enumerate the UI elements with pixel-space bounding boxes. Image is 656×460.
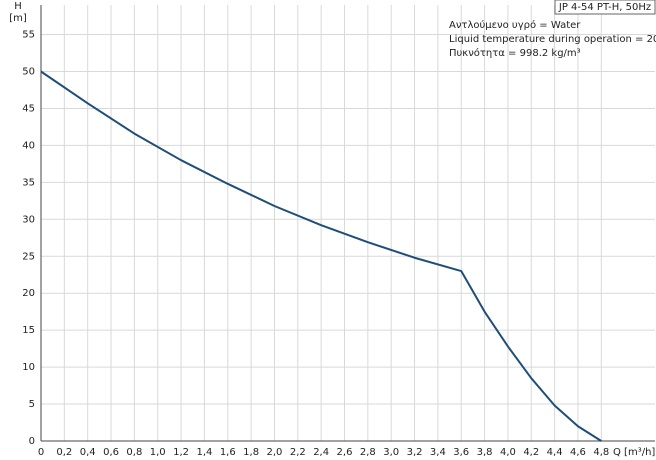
- x-tick-label: 4,0: [500, 447, 516, 458]
- x-tick-label: 2,8: [360, 447, 376, 458]
- annotation: Πυκνότητα = 998.2 kg/m³: [449, 47, 581, 59]
- x-tick-label: 0,6: [103, 447, 119, 458]
- x-tick-label: 4,6: [570, 447, 586, 458]
- y-tick-label: 15: [22, 325, 35, 336]
- y-tick-label: 25: [22, 251, 35, 262]
- x-tick-label: 1,0: [150, 447, 166, 458]
- x-tick-label: 3,0: [383, 447, 399, 458]
- y-tick-label: 5: [29, 399, 35, 410]
- x-tick-label: 4,8: [593, 447, 609, 458]
- title-box: [554, 0, 656, 15]
- y-axis-label: H: [14, 1, 22, 12]
- x-tick-label: 3,8: [477, 447, 493, 458]
- x-tick-label: 1,8: [243, 447, 259, 458]
- y-tick-label: 55: [22, 30, 35, 41]
- y-tick-label: 30: [22, 214, 35, 225]
- x-tick-label: 3,2: [407, 447, 423, 458]
- x-tick-label: 1,6: [220, 447, 236, 458]
- x-axis-label: Q [m³/h]: [613, 447, 655, 458]
- y-tick-label: 50: [22, 67, 35, 78]
- x-tick-label: 0: [38, 447, 44, 458]
- y-tick-label: 20: [22, 288, 35, 299]
- x-tick-label: 0,2: [56, 447, 72, 458]
- x-tick-label: 1,2: [173, 447, 189, 458]
- x-tick-label: 4,4: [547, 447, 563, 458]
- y-tick-label: 10: [22, 362, 35, 373]
- x-tick-label: 2,6: [337, 447, 353, 458]
- y-tick-label: 45: [22, 103, 35, 114]
- annotation: Αντλούμενο υγρό = Water: [449, 19, 581, 31]
- pump-curve: [40, 70, 602, 442]
- x-tick-label: 4,2: [523, 447, 539, 458]
- x-tick-label: 2,2: [290, 447, 306, 458]
- x-tick-label: 3,4: [430, 447, 446, 458]
- y-tick-label: 35: [22, 177, 35, 188]
- y-tick-label: 0: [29, 436, 35, 447]
- chart-title: JP 4-54 PT-H, 50Hz: [558, 2, 651, 13]
- y-tick-label: 40: [22, 140, 35, 151]
- y-axis-unit: [m]: [9, 13, 27, 24]
- x-tick-label: 2,0: [267, 447, 283, 458]
- x-tick-label: 2,4: [313, 447, 329, 458]
- x-tick-label: 3,6: [453, 447, 469, 458]
- annotation: Liquid temperature during operation = 20…: [449, 34, 656, 45]
- x-tick-label: 0,8: [126, 447, 142, 458]
- x-tick-label: 0,4: [80, 447, 96, 458]
- x-tick-label: 1,4: [196, 447, 212, 458]
